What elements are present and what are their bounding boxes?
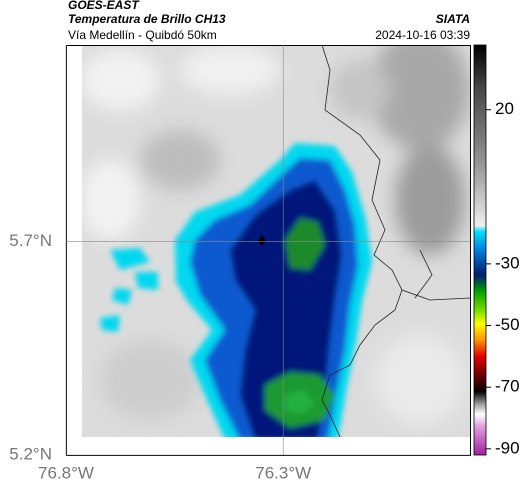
route: Vía Medellín - Quibdó 50km <box>68 28 217 42</box>
source: GOES-EAST <box>68 0 140 12</box>
satellite-image <box>82 45 470 437</box>
agency: SIATA <box>436 12 470 26</box>
colorbar-tick-label: 20 <box>495 99 514 118</box>
y-tick-label: 5.7°N <box>9 231 52 250</box>
x-tick-label: 76.3°W <box>255 463 311 482</box>
x-tick-label: 76.8°W <box>38 463 94 482</box>
colorbar-tick-label: -90 <box>495 438 520 457</box>
y-tick-label: 5.2°N <box>9 444 52 463</box>
timestamp: 2024-10-16 03:39 <box>375 28 470 42</box>
colorbar-tick-label: -30 <box>495 253 520 272</box>
colorbar-tick-label: -50 <box>495 315 520 334</box>
map-frame <box>66 45 471 456</box>
colorbar-tick-label: -70 <box>495 377 520 396</box>
product: Temperatura de Brillo CH13 <box>68 12 226 26</box>
colorbar <box>473 44 487 456</box>
